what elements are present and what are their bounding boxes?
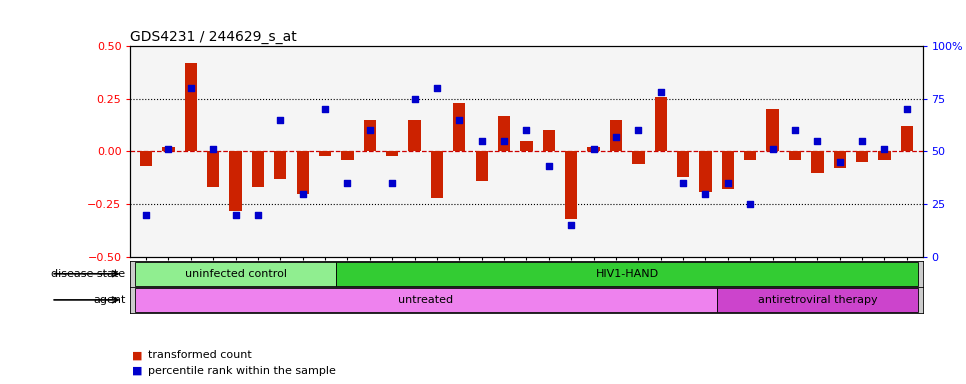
Text: ■: ■: [132, 366, 143, 376]
Bar: [207, 152, 219, 187]
Point: [384, 180, 400, 186]
Bar: [453, 103, 466, 152]
Point: [743, 201, 758, 207]
Bar: [162, 147, 175, 152]
Point: [854, 138, 869, 144]
Point: [697, 190, 713, 197]
Bar: [521, 141, 532, 152]
Bar: [363, 120, 376, 152]
Text: antiretroviral therapy: antiretroviral therapy: [757, 295, 877, 305]
Bar: [252, 152, 264, 187]
Point: [474, 138, 490, 144]
Bar: [717, 288, 918, 312]
Bar: [856, 152, 868, 162]
Bar: [766, 109, 779, 152]
Point: [497, 138, 512, 144]
Point: [272, 117, 288, 123]
Bar: [744, 152, 756, 160]
Point: [675, 180, 691, 186]
Point: [765, 146, 781, 152]
Bar: [699, 152, 712, 192]
Point: [653, 89, 668, 96]
Bar: [185, 63, 197, 152]
Bar: [431, 152, 443, 198]
Point: [877, 146, 893, 152]
Bar: [274, 152, 287, 179]
Bar: [811, 152, 823, 172]
Bar: [336, 262, 918, 286]
Text: HIV1-HAND: HIV1-HAND: [596, 269, 659, 279]
Bar: [409, 120, 421, 152]
Point: [585, 146, 601, 152]
Point: [519, 127, 534, 134]
Bar: [386, 152, 398, 156]
Point: [787, 127, 803, 134]
Point: [899, 106, 915, 113]
Bar: [497, 116, 510, 152]
Bar: [587, 147, 600, 152]
Bar: [475, 152, 488, 181]
Point: [206, 146, 221, 152]
Point: [362, 127, 378, 134]
Text: ■: ■: [132, 350, 143, 360]
Bar: [543, 131, 555, 152]
Bar: [834, 152, 846, 168]
Text: uninfected control: uninfected control: [185, 269, 287, 279]
Point: [184, 85, 199, 91]
Point: [720, 180, 735, 186]
Point: [340, 180, 355, 186]
Bar: [565, 152, 578, 219]
Point: [407, 96, 422, 102]
Bar: [140, 152, 153, 166]
Bar: [655, 97, 667, 152]
Text: percentile rank within the sample: percentile rank within the sample: [148, 366, 335, 376]
Point: [138, 212, 154, 218]
Bar: [789, 152, 801, 160]
Point: [631, 127, 646, 134]
Bar: [722, 152, 734, 189]
Bar: [900, 126, 913, 152]
Bar: [677, 152, 690, 177]
Point: [832, 159, 847, 165]
Bar: [297, 152, 309, 194]
Bar: [319, 152, 331, 156]
Point: [318, 106, 333, 113]
Bar: [135, 262, 336, 286]
Bar: [632, 152, 644, 164]
Point: [228, 212, 243, 218]
Point: [429, 85, 444, 91]
Point: [563, 222, 579, 228]
Bar: [230, 152, 242, 210]
Text: disease state: disease state: [51, 269, 126, 279]
Point: [250, 212, 266, 218]
Point: [609, 134, 624, 140]
Text: agent: agent: [93, 295, 126, 305]
Bar: [341, 152, 354, 160]
Point: [295, 190, 310, 197]
Text: GDS4231 / 244629_s_at: GDS4231 / 244629_s_at: [130, 30, 298, 44]
Point: [160, 146, 176, 152]
Point: [452, 117, 468, 123]
Point: [810, 138, 825, 144]
Point: [541, 163, 556, 169]
Text: untreated: untreated: [398, 295, 453, 305]
Bar: [610, 120, 622, 152]
Bar: [135, 288, 717, 312]
Bar: [878, 152, 891, 160]
Text: transformed count: transformed count: [148, 350, 251, 360]
